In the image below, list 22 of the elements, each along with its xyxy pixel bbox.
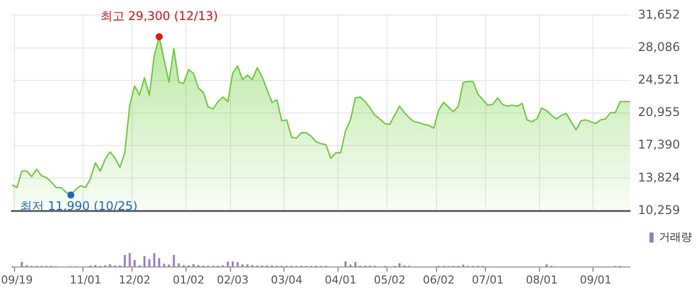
x-tick-label: 09/01	[580, 273, 612, 286]
annotation: 최고 29,300 (12/13)	[100, 8, 218, 23]
x-tick-label: 01/02	[172, 273, 204, 286]
y-tick-label: 13,824	[638, 170, 680, 184]
x-tick-label: 09/19	[1, 273, 33, 286]
y-tick-label: 17,390	[638, 138, 680, 152]
x-tick-label: 07/01	[472, 273, 504, 286]
x-tick-label: 03/04	[270, 273, 303, 286]
y-tick-label: 24,521	[638, 72, 680, 87]
x-tick-label: 02/03	[216, 273, 249, 286]
x-tick-label: 06/02	[422, 273, 455, 286]
x-tick-label: 05/02	[374, 273, 406, 286]
x-tick-label: 08/01	[526, 273, 558, 286]
x-tick-label: 12/02	[118, 273, 150, 286]
x-tick-label: 04/01	[324, 273, 356, 286]
y-tick-label: 31,652	[638, 7, 680, 22]
annotation: 최저 11,990 (10/25)	[20, 199, 138, 214]
legend-label: 거래량	[659, 230, 692, 244]
y-tick-label: 10,259	[638, 202, 680, 217]
x-tick-label: 11/01	[70, 273, 102, 286]
y-tick-label: 20,955	[638, 105, 680, 120]
y-tick-label: 28,086	[638, 40, 680, 54]
